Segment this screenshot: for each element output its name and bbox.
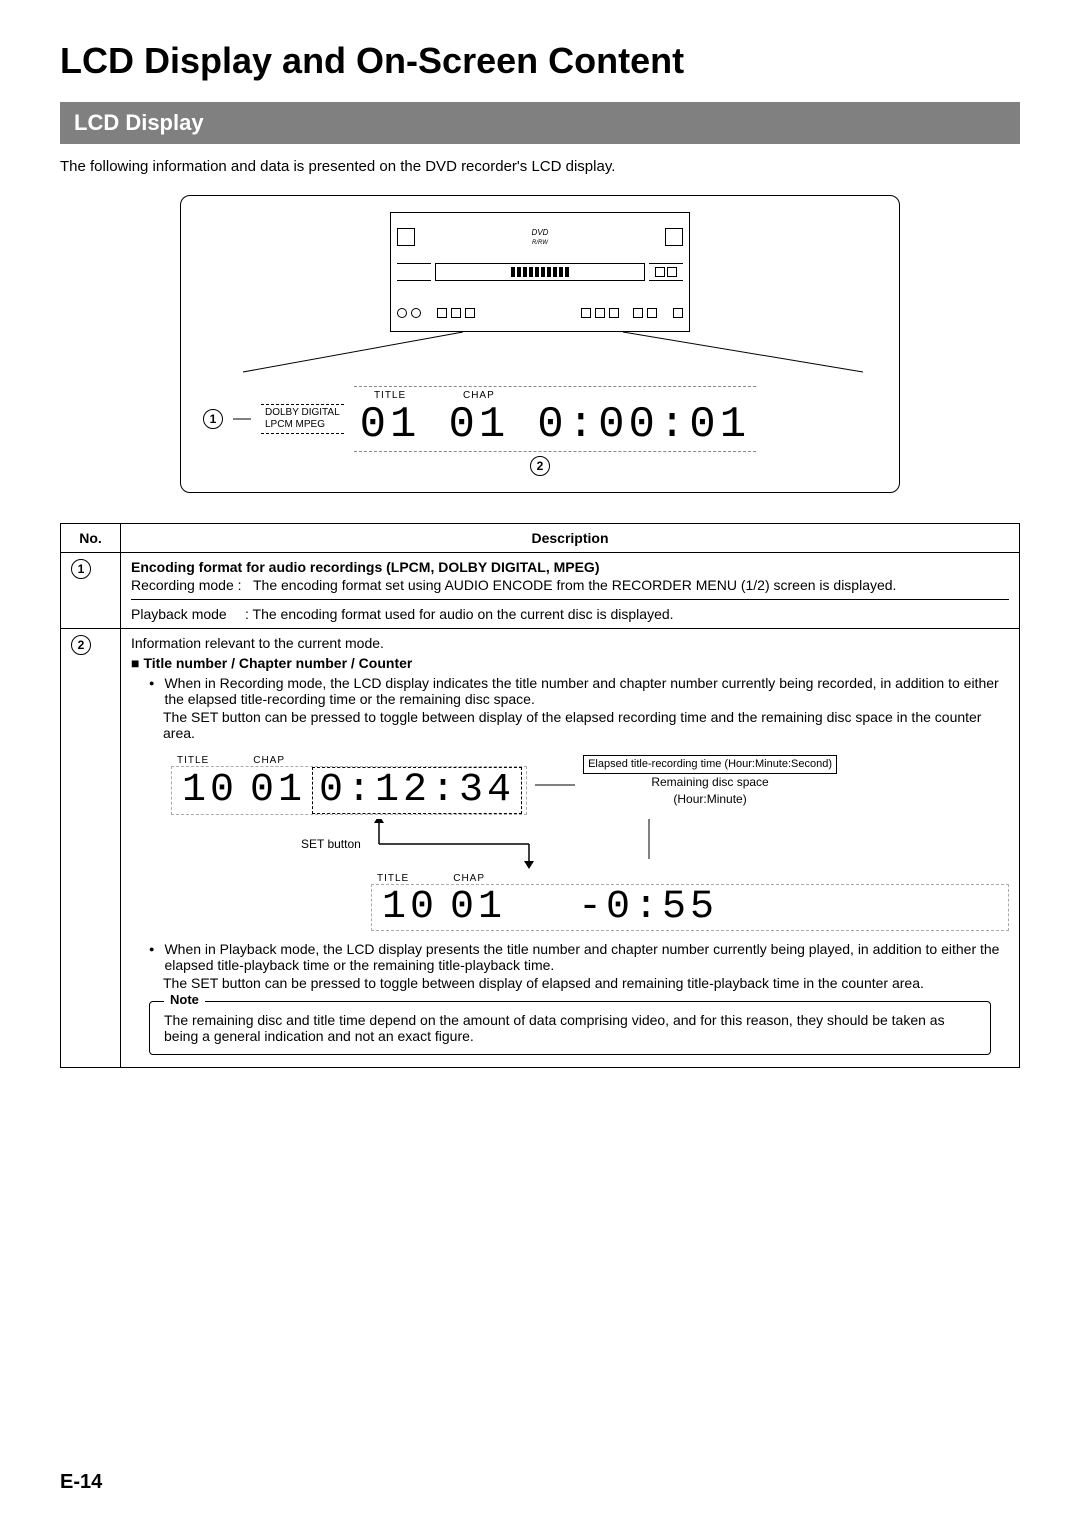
row2-play-set: The SET button can be pressed to toggle … xyxy=(163,975,1009,991)
row2-block-title: Title number / Chapter number / Counter xyxy=(131,655,1009,671)
device-illustration: DVDR/RW xyxy=(390,212,690,332)
row1-play-text: : The encoding format used for audio on … xyxy=(245,606,674,622)
set-button-label: SET button xyxy=(301,837,361,851)
inner-title-label-1: TITLE xyxy=(177,755,209,766)
table-row: 2 Information relevant to the current mo… xyxy=(61,629,1020,1068)
marker-2-row: 2 xyxy=(203,456,877,476)
dvd-logo: DVDR/RW xyxy=(520,228,560,246)
inner-upper-title: 10 xyxy=(176,768,244,813)
audio-label-dolby: DOLBY DIGITAL xyxy=(265,407,340,419)
annot-remaining: Remaining disc space xyxy=(583,774,837,791)
row2-rec-set: The SET button can be pressed to toggle … xyxy=(163,709,1009,741)
inner-lower-chap: 01 xyxy=(444,885,512,930)
note-title: Note xyxy=(164,992,205,1007)
set-arrow xyxy=(369,819,689,869)
top-diagram: DVDR/RW 1 DOLBY DIGIT xyxy=(180,195,900,493)
inner-chap-label-1: CHAP xyxy=(253,755,285,766)
th-desc: Description xyxy=(121,524,1020,553)
lcd-enlarged: TITLE 01 CHAP 01 0:00:01 xyxy=(354,386,756,452)
inner-diagram: TITLE CHAP 10 01 0:12:34 Elapsed title xyxy=(171,755,1009,931)
marker-1-line xyxy=(233,418,251,420)
audio-label-lpcm-mpeg: LPCM MPEG xyxy=(265,419,340,431)
inner-chap-label-2: CHAP xyxy=(453,873,485,884)
row1-rec-label: Recording mode : xyxy=(131,577,249,593)
seg-counter: 0:00:01 xyxy=(537,403,750,447)
row2-line1: Information relevant to the current mode… xyxy=(131,635,1009,651)
row1-rec-text: The encoding format set using AUDIO ENCO… xyxy=(253,577,896,593)
row2-marker: 2 xyxy=(71,635,91,655)
note-body: The remaining disc and title time depend… xyxy=(164,1012,976,1044)
page-number: E-14 xyxy=(60,1471,102,1494)
row1-play-label: Playback mode xyxy=(131,606,241,622)
inner-lower-title: 10 xyxy=(376,885,444,930)
device-lcd-window xyxy=(435,263,645,281)
intro-text: The following information and data is pr… xyxy=(60,158,1020,175)
marker-2: 2 xyxy=(530,456,550,476)
row2-rec-bullet: When in Recording mode, the LCD display … xyxy=(164,675,1009,707)
inner-upper-counter: 0:12:34 xyxy=(312,767,522,814)
device-button-right xyxy=(665,228,683,246)
marker-1: 1 xyxy=(203,409,223,429)
inner-upper-chap: 01 xyxy=(244,768,312,813)
page-title: LCD Display and On-Screen Content xyxy=(60,40,1020,82)
seg-title: 01 xyxy=(360,403,421,447)
annot-elapsed: Elapsed title-recording time (Hour:Minut… xyxy=(583,755,837,774)
description-table: No. Description 1 Encoding format for au… xyxy=(60,523,1020,1068)
note-box: Note The remaining disc and title time d… xyxy=(149,1001,991,1055)
table-row: 1 Encoding format for audio recordings (… xyxy=(61,553,1020,629)
seg-chap: 01 xyxy=(448,403,509,447)
th-no: No. xyxy=(61,524,121,553)
row2-play-bullet: When in Playback mode, the LCD display p… xyxy=(164,941,1009,973)
inner-lower-counter: -0:55 xyxy=(572,885,724,930)
section-header: LCD Display xyxy=(60,102,1020,144)
row1-marker: 1 xyxy=(71,559,91,579)
inner-title-label-2: TITLE xyxy=(377,873,409,884)
row1-title: Encoding format for audio recordings (LP… xyxy=(131,559,1009,575)
annot-line-1 xyxy=(535,755,575,805)
device-button-left xyxy=(397,228,415,246)
annot-hourminute: (Hour:Minute) xyxy=(583,791,837,808)
audio-format-labels: DOLBY DIGITAL LPCM MPEG xyxy=(261,404,344,434)
pointer-lines xyxy=(203,332,923,372)
